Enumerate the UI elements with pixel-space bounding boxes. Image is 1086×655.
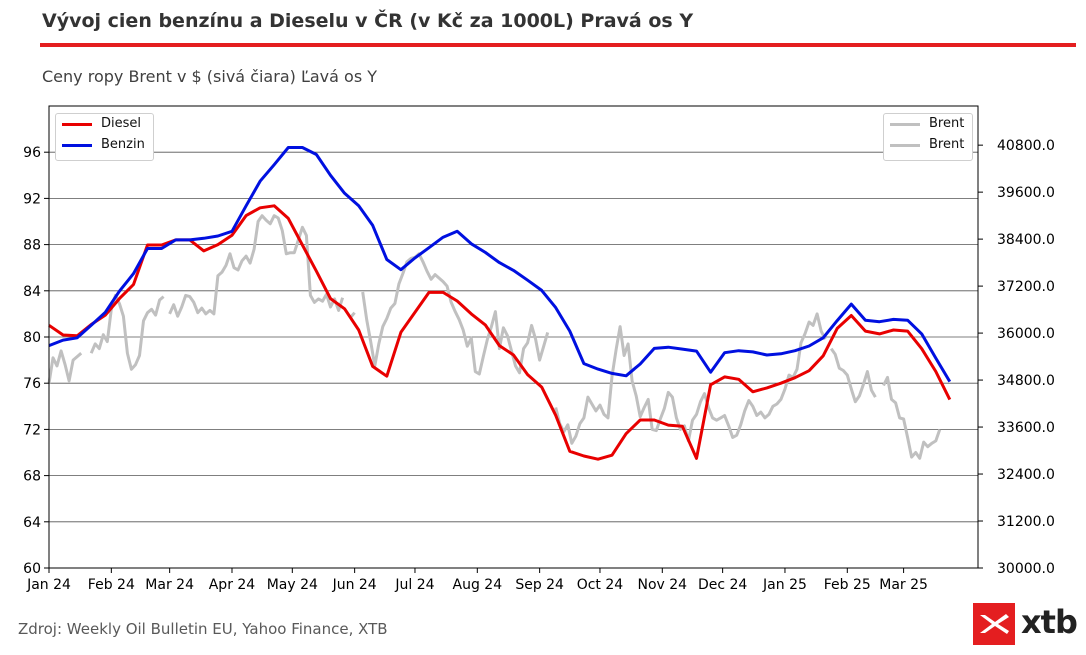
left-tick-label-76: 76 [23,376,41,392]
legend-swatch-diesel [62,123,92,126]
brent-line-segment-3 [168,214,345,318]
left-tick-label-72: 72 [23,422,41,438]
chart-title: Vývoj cien benzínu a Dieselu v ČR (v Kč … [42,10,694,32]
title-underline [40,43,1076,47]
x-tick-label-oct-24: Oct 24 [577,577,624,593]
right-tick-label-37200: 37200.0 [997,279,1055,295]
x-tick-label-may-24: May 24 [267,577,318,593]
x-tick-label-jul-24: Jul 24 [394,577,434,593]
x-tick-label-jan-24: Jan 24 [26,577,71,593]
legend-label-brent-1: Brent [929,116,965,131]
x-tick-label-dec-24: Dec 24 [698,577,747,593]
right-tick-label-38400: 38400.0 [997,232,1055,248]
x-tick-label-nov-24: Nov 24 [638,577,688,593]
left-tick-label-80: 80 [23,330,41,346]
legend-swatch-brent-1 [890,123,920,126]
chart-subtitle: Ceny ropy Brent v $ (sivá čiara) Ľavá os… [42,67,378,86]
legend-entry-brent-1: Brent [884,114,972,135]
x-tick-label-sep-24: Sep 24 [515,577,564,593]
left-tick-label-88: 88 [23,238,41,254]
left-tick-label-60: 60 [23,561,41,577]
brent-line-segment-2 [89,293,165,371]
source-note: Zdroj: Weekly Oil Bulletin EU, Yahoo Fin… [18,620,388,638]
legend-left: Diesel Benzin [55,113,154,161]
right-tick-label-40800: 40800.0 [997,138,1055,154]
x-tick-label-aug-24: Aug 24 [453,577,503,593]
legend-right: Brent Brent [883,113,973,161]
brent-line-segment-5 [361,252,550,376]
diesel-line [48,204,952,461]
legend-entry-brent-2: Brent [884,135,972,156]
x-tick-label-feb-24: Feb 24 [88,577,135,593]
left-tick-label-84: 84 [23,284,41,300]
price-chart: 60 64 68 72 76 80 84 88 92 96 30000.0 31200.0 32400.… [23,105,1055,593]
brent-line-segment-6 [554,312,827,445]
right-tick-label-36000: 36000.0 [997,326,1055,342]
legend-entry-diesel: Diesel [56,114,153,135]
right-tick-label-30000: 30000.0 [997,561,1055,577]
brent-line-segment-8 [882,375,942,460]
legend-swatch-brent-2 [890,144,920,147]
legend-label-diesel: Diesel [101,116,142,131]
right-tick-label-31200: 31200.0 [997,514,1055,530]
x-tick-label-mar-24: Mar 24 [145,577,194,593]
benzin-line [48,146,952,383]
x-tick-label-jan-25: Jan 25 [762,577,807,593]
legend-label-benzin: Benzin [101,137,145,152]
left-tick-label-68: 68 [23,469,41,485]
legend-entry-benzin: Benzin [56,135,153,156]
x-tick-label-feb-25: Feb 25 [824,577,871,593]
xtb-logo: xtb [973,603,1078,645]
left-tick-label-96: 96 [23,145,41,161]
x-tick-label-jun-24: Jun 24 [332,577,377,593]
brent-line-segment-1 [47,349,83,384]
legend-swatch-benzin [62,144,92,147]
left-tick-label-92: 92 [23,191,41,207]
right-tick-label-33600: 33600.0 [997,420,1055,436]
right-tick-label-32400: 32400.0 [997,467,1055,483]
x-tick-label-mar-25: Mar 25 [879,577,928,593]
left-tick-label-64: 64 [23,515,41,531]
xtb-logo-mark-icon [973,603,1015,645]
right-tick-label-34800: 34800.0 [997,373,1055,389]
x-tick-label-apr-24: Apr 24 [209,577,256,593]
xtb-logo-text: xtb [1021,603,1078,641]
right-tick-label-39600: 39600.0 [997,185,1055,201]
brent-line-segment-7 [829,347,877,404]
legend-label-brent-2: Brent [929,137,965,152]
